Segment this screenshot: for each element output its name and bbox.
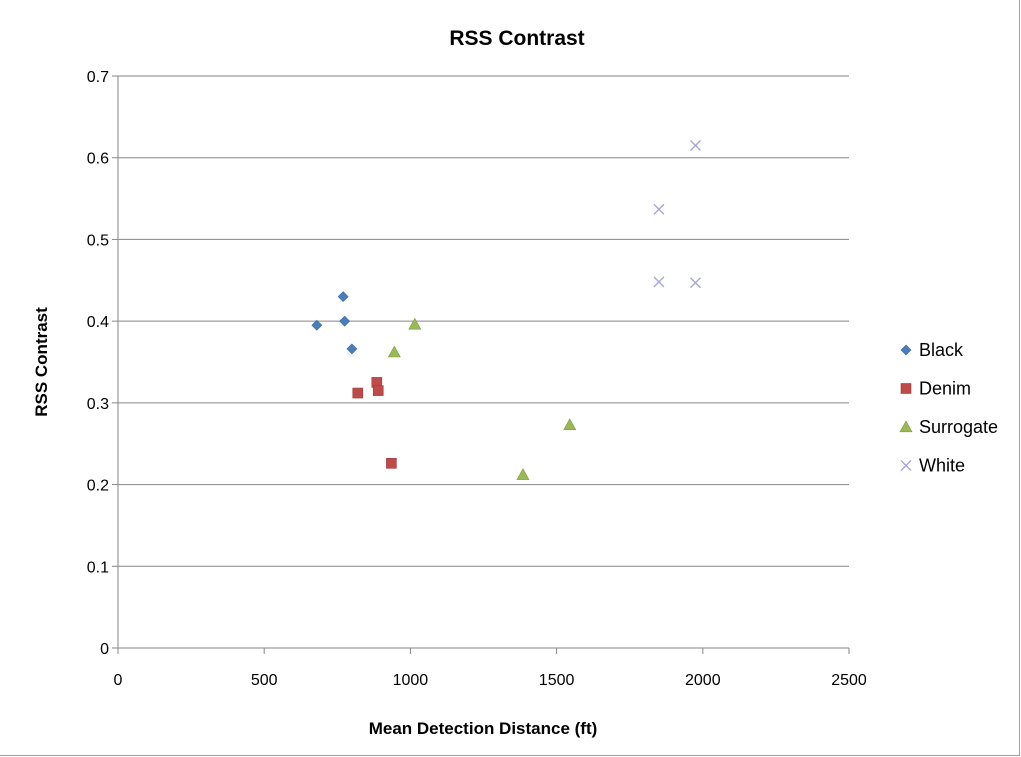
x-tick-labels: 0 500 1000 1500 2000 2500 bbox=[114, 672, 867, 689]
legend-label: White bbox=[919, 456, 965, 476]
data-point-surrogate bbox=[563, 418, 577, 431]
data-point-surrogate bbox=[387, 345, 401, 358]
legend-label: Black bbox=[919, 340, 964, 360]
y-tick-label: 0 bbox=[100, 641, 109, 658]
axes bbox=[112, 75, 850, 654]
x-tick-label: 2000 bbox=[685, 672, 721, 689]
legend-marker-white bbox=[900, 460, 912, 471]
gridlines bbox=[118, 75, 849, 567]
series-denim bbox=[352, 377, 397, 469]
data-point-white bbox=[653, 276, 665, 288]
data-point-black bbox=[339, 315, 351, 327]
x-tick-label: 0 bbox=[114, 672, 123, 689]
chart-title: RSS Contrast bbox=[449, 27, 584, 50]
data-point-white bbox=[689, 277, 701, 289]
legend-item-white: White bbox=[900, 456, 965, 476]
legend: Black Denim Surrogate White bbox=[899, 340, 998, 476]
data-point-black bbox=[337, 291, 349, 303]
series-black bbox=[311, 291, 358, 355]
y-tick-label: 0.5 bbox=[87, 232, 109, 249]
y-tick-label: 0.7 bbox=[87, 69, 109, 86]
x-tick-label: 1000 bbox=[393, 672, 429, 689]
data-point-denim bbox=[372, 385, 384, 396]
legend-item-surrogate: Surrogate bbox=[899, 417, 998, 437]
legend-item-denim: Denim bbox=[900, 379, 971, 399]
legend-label: Denim bbox=[919, 379, 971, 399]
data-point-black bbox=[346, 343, 358, 355]
y-tick-labels: 0 0.1 0.2 0.3 0.4 0.5 0.6 0.7 bbox=[87, 69, 109, 658]
y-tick-label: 0.6 bbox=[87, 151, 109, 168]
data-points bbox=[311, 139, 701, 480]
legend-label: Surrogate bbox=[919, 417, 998, 437]
x-axis-title: Mean Detection Distance (ft) bbox=[369, 719, 598, 738]
legend-marker-black bbox=[900, 344, 912, 356]
y-tick-label: 0.3 bbox=[87, 396, 109, 413]
y-tick-label: 0.2 bbox=[87, 478, 109, 495]
legend-marker-surrogate bbox=[899, 420, 913, 433]
x-tick-label: 500 bbox=[251, 672, 278, 689]
legend-item-black: Black bbox=[900, 340, 964, 360]
data-point-white bbox=[653, 203, 665, 215]
y-tick-label: 0.1 bbox=[87, 559, 109, 576]
data-point-surrogate bbox=[408, 317, 422, 330]
data-point-denim bbox=[386, 458, 397, 469]
data-point-denim bbox=[352, 387, 364, 399]
data-point-black bbox=[311, 319, 323, 331]
legend-marker-denim bbox=[900, 383, 912, 394]
x-tick-label: 1500 bbox=[539, 672, 575, 689]
data-point-white bbox=[689, 139, 701, 151]
x-tick-label: 2500 bbox=[831, 672, 867, 689]
data-point-surrogate bbox=[516, 468, 530, 480]
series-surrogate bbox=[387, 317, 577, 480]
y-axis-title: RSS Contrast bbox=[32, 307, 51, 417]
y-tick-label: 0.4 bbox=[87, 314, 109, 331]
series-white bbox=[653, 139, 701, 289]
